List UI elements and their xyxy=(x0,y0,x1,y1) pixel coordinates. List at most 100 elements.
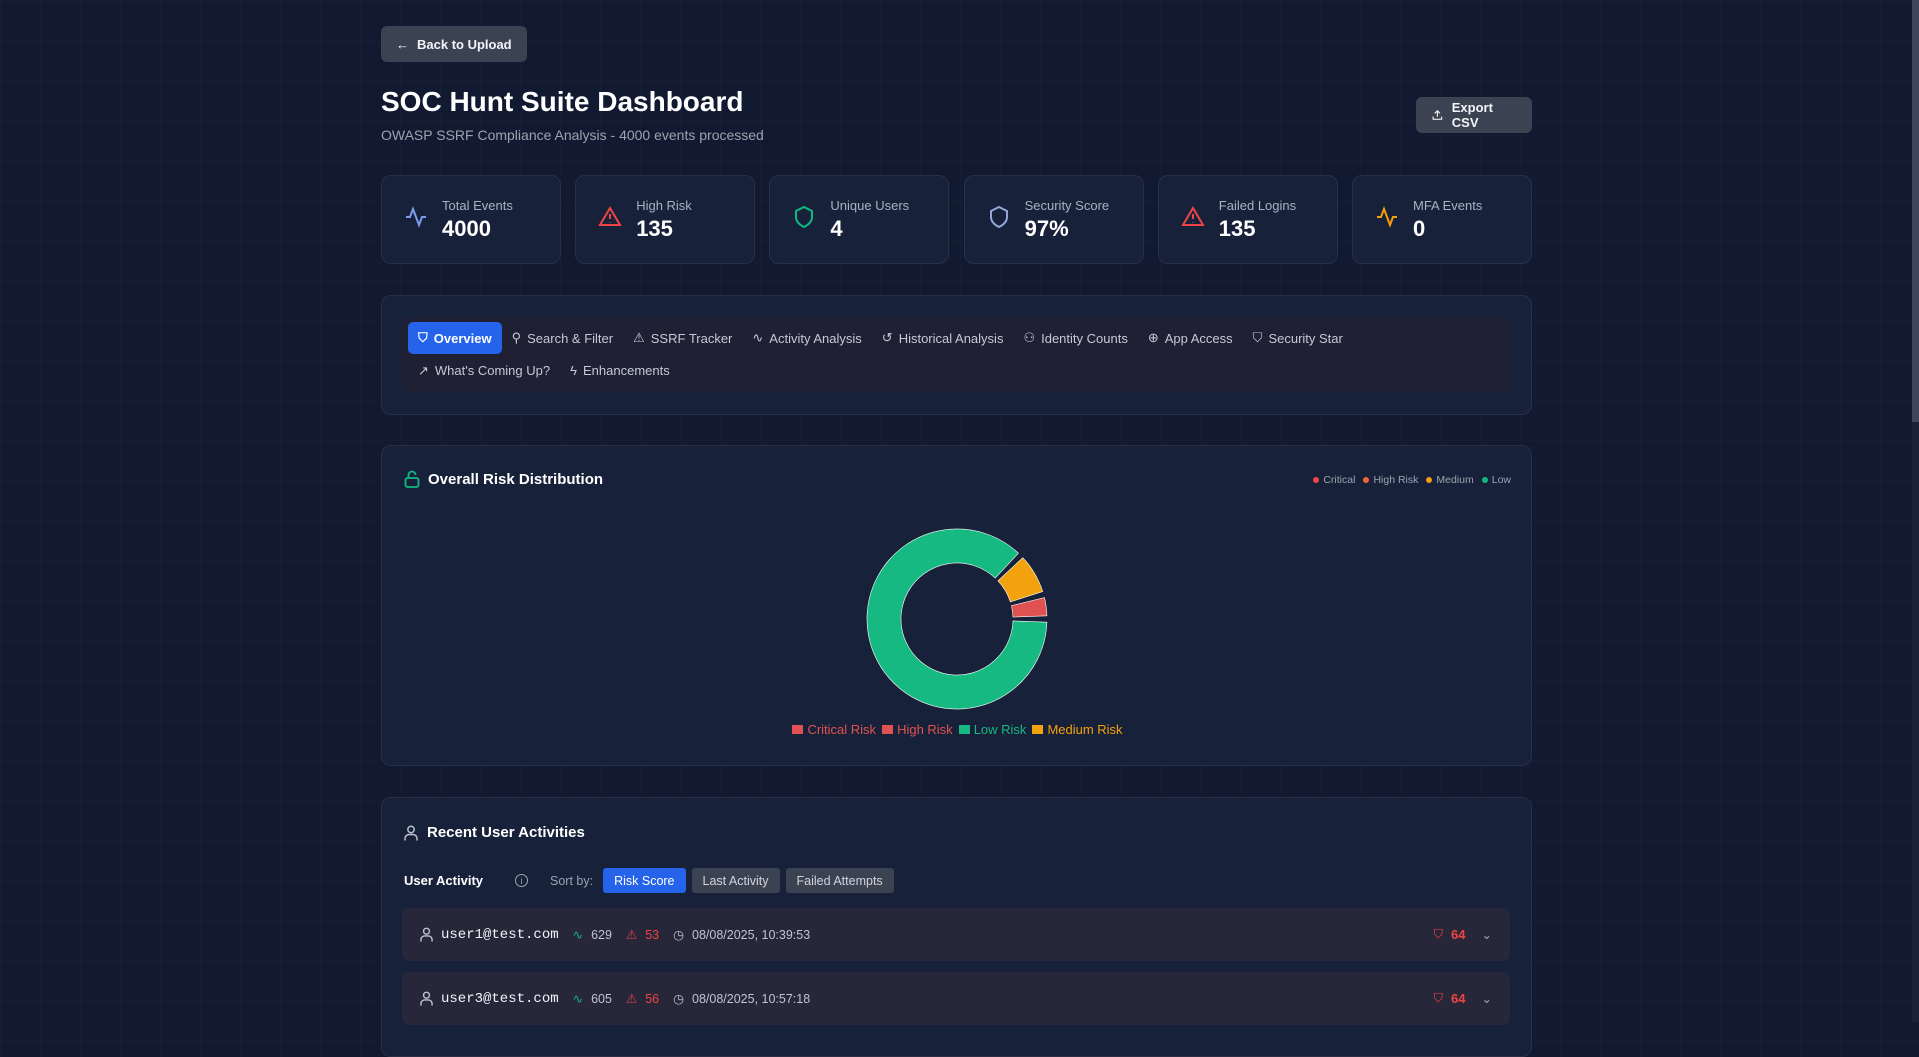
export-csv-button[interactable]: Export CSV xyxy=(1416,97,1532,133)
legend-swatch xyxy=(882,725,894,734)
user-email: user1@test.com xyxy=(441,926,559,943)
legend-dot xyxy=(1426,477,1433,483)
history-icon: ↺ xyxy=(881,330,893,345)
clock-icon: ◷ xyxy=(673,992,685,1006)
legend-dot xyxy=(1313,477,1320,483)
shield-icon: ⛉ xyxy=(1433,991,1444,1005)
legend-item: High Risk xyxy=(1363,474,1418,486)
tab-bar: ⛉ Overview ⚲ Search & Filter ⚠ SSRF Tracker ∿ A… xyxy=(402,318,1512,392)
tab-enhancements[interactable]: ϟ Enhancements xyxy=(570,362,670,378)
legend-item: Medium Risk xyxy=(1032,722,1123,737)
sort-last-activity-button[interactable]: Last Activity xyxy=(691,868,780,893)
pie-slice-low-risk[interactable] xyxy=(866,528,1048,710)
tab-ssrf-tracker[interactable]: ⚠ SSRF Tracker xyxy=(633,330,733,346)
sort-label: Sort by: xyxy=(550,873,594,888)
shield-icon xyxy=(792,205,816,234)
stat-label: Unique Users xyxy=(830,197,910,213)
stat-value: 135 xyxy=(1218,215,1256,241)
pie-slice-high-risk[interactable] xyxy=(1011,597,1048,618)
alert-triangle-icon: ⚠ xyxy=(633,330,645,345)
tab-identity-counts[interactable]: ⚇ Identity Counts xyxy=(1023,330,1128,346)
legend-dot xyxy=(1363,477,1370,483)
stat-label: MFA Events xyxy=(1413,197,1483,213)
event-count: 629 xyxy=(591,927,612,942)
legend-item: High Risk xyxy=(882,722,953,737)
arrow-left-icon: ← xyxy=(396,36,409,52)
shield-icon: ⛉ xyxy=(1433,927,1444,941)
tab-activity-analysis[interactable]: ∿ Activity Analysis xyxy=(752,330,862,346)
activity-icon xyxy=(404,205,428,234)
top-legend: Critical High Risk Medium Low xyxy=(1305,474,1511,486)
stat-card: Security Score 97% xyxy=(963,175,1144,264)
legend-item: Medium xyxy=(1426,474,1474,486)
card-title: Overall Risk Distribution xyxy=(428,470,604,488)
sort-failed-attempts-button[interactable]: Failed Attempts xyxy=(785,868,894,893)
stat-card: Failed Logins 135 xyxy=(1157,175,1338,264)
user-icon xyxy=(420,927,433,942)
clock-icon: ◷ xyxy=(673,928,685,942)
alert-triangle-icon: ⚠ xyxy=(625,992,638,1006)
tab-historical-analysis[interactable]: ↺ Historical Analysis xyxy=(881,330,1004,346)
activity-icon: ∿ xyxy=(572,992,584,1006)
legend-item: Low xyxy=(1481,474,1511,486)
stat-label: Security Score xyxy=(1024,197,1110,213)
legend-item: Critical xyxy=(1313,474,1355,486)
alert-triangle-icon xyxy=(1181,205,1205,234)
tab-overview[interactable]: ⛉ Overview xyxy=(408,322,502,354)
stat-value: 4 xyxy=(830,215,843,241)
tab-what-s-coming-up[interactable]: ↗ What's Coming Up? xyxy=(418,362,551,379)
shield-icon: ⛉ xyxy=(1252,330,1263,345)
stat-value: 97% xyxy=(1024,215,1069,241)
info-icon[interactable]: i xyxy=(515,874,528,887)
chevron-down-icon[interactable]: ⌄ xyxy=(1481,992,1492,1006)
trending-up-icon: ↗ xyxy=(418,362,429,378)
chevron-down-icon[interactable]: ⌄ xyxy=(1481,928,1492,942)
legend-swatch xyxy=(792,725,804,734)
shield-icon: ⛉ xyxy=(418,330,428,345)
legend-dot xyxy=(1481,477,1488,483)
stat-label: High Risk xyxy=(636,197,692,213)
stat-value: 4000 xyxy=(442,215,491,241)
user-icon xyxy=(420,991,433,1006)
shield-icon xyxy=(987,205,1011,234)
user-activity-row[interactable]: user1@test.com ∿ 629 ⚠ 53 ◷ 08/08/2025, 10:… xyxy=(402,908,1510,961)
stat-value: 135 xyxy=(636,215,673,241)
card-title: Recent User Activities xyxy=(427,824,585,841)
page-title: SOC Hunt Suite Dashboard xyxy=(381,86,744,117)
back-to-upload-button[interactable]: ← Back to Upload xyxy=(381,26,527,62)
scrollbar[interactable] xyxy=(1912,0,1919,1022)
stat-card: MFA Events 0 xyxy=(1352,175,1532,264)
stat-label: Failed Logins xyxy=(1218,197,1297,213)
user-activity-row[interactable]: user3@test.com ∿ 605 ⚠ 56 ◷ 08/08/2025, 10:… xyxy=(402,972,1510,1025)
legend-item: Low Risk xyxy=(958,722,1026,737)
user-email: user3@test.com xyxy=(441,990,559,1007)
stat-card: High Risk 135 xyxy=(575,175,756,264)
pie-slice-medium-risk[interactable] xyxy=(997,557,1044,603)
activity-icon xyxy=(1375,205,1399,234)
user-icon xyxy=(404,825,418,840)
risk-score: 64 xyxy=(1451,927,1466,942)
zap-icon: ϟ xyxy=(570,362,577,378)
section-label: User Activity xyxy=(404,873,483,888)
unlock-icon xyxy=(404,470,420,488)
risk-score: 64 xyxy=(1451,991,1466,1006)
tab-app-access[interactable]: ⊕ App Access xyxy=(1147,330,1233,346)
legend-swatch xyxy=(958,725,970,734)
risk-distribution-card: Overall Risk Distribution Critical High R… xyxy=(381,445,1532,766)
stat-value: 0 xyxy=(1413,215,1426,241)
activity-icon: ∿ xyxy=(752,330,764,345)
globe-icon: ⊕ xyxy=(1147,330,1159,345)
upload-icon xyxy=(1432,109,1443,120)
legend-swatch xyxy=(1032,725,1044,734)
user-icon: ⚇ xyxy=(1023,330,1036,345)
activity-icon: ∿ xyxy=(572,928,584,942)
tab-search-filter[interactable]: ⚲ Search & Filter xyxy=(511,330,614,346)
bottom-legend: Critical Risk High Risk Low Risk Medium Ris… xyxy=(382,722,1533,737)
scrollbar-thumb[interactable] xyxy=(1912,0,1919,422)
last-activity-time: 08/08/2025, 10:39:53 xyxy=(692,927,811,942)
tab-security-star[interactable]: ⛉ Security Star xyxy=(1252,330,1343,346)
sort-risk-score-button[interactable]: Risk Score xyxy=(603,868,686,893)
tabs-panel: ⛉ Overview ⚲ Search & Filter ⚠ SSRF Tracker ∿ A… xyxy=(381,295,1532,415)
stat-label: Total Events xyxy=(442,197,513,213)
last-activity-time: 08/08/2025, 10:57:18 xyxy=(692,991,811,1006)
